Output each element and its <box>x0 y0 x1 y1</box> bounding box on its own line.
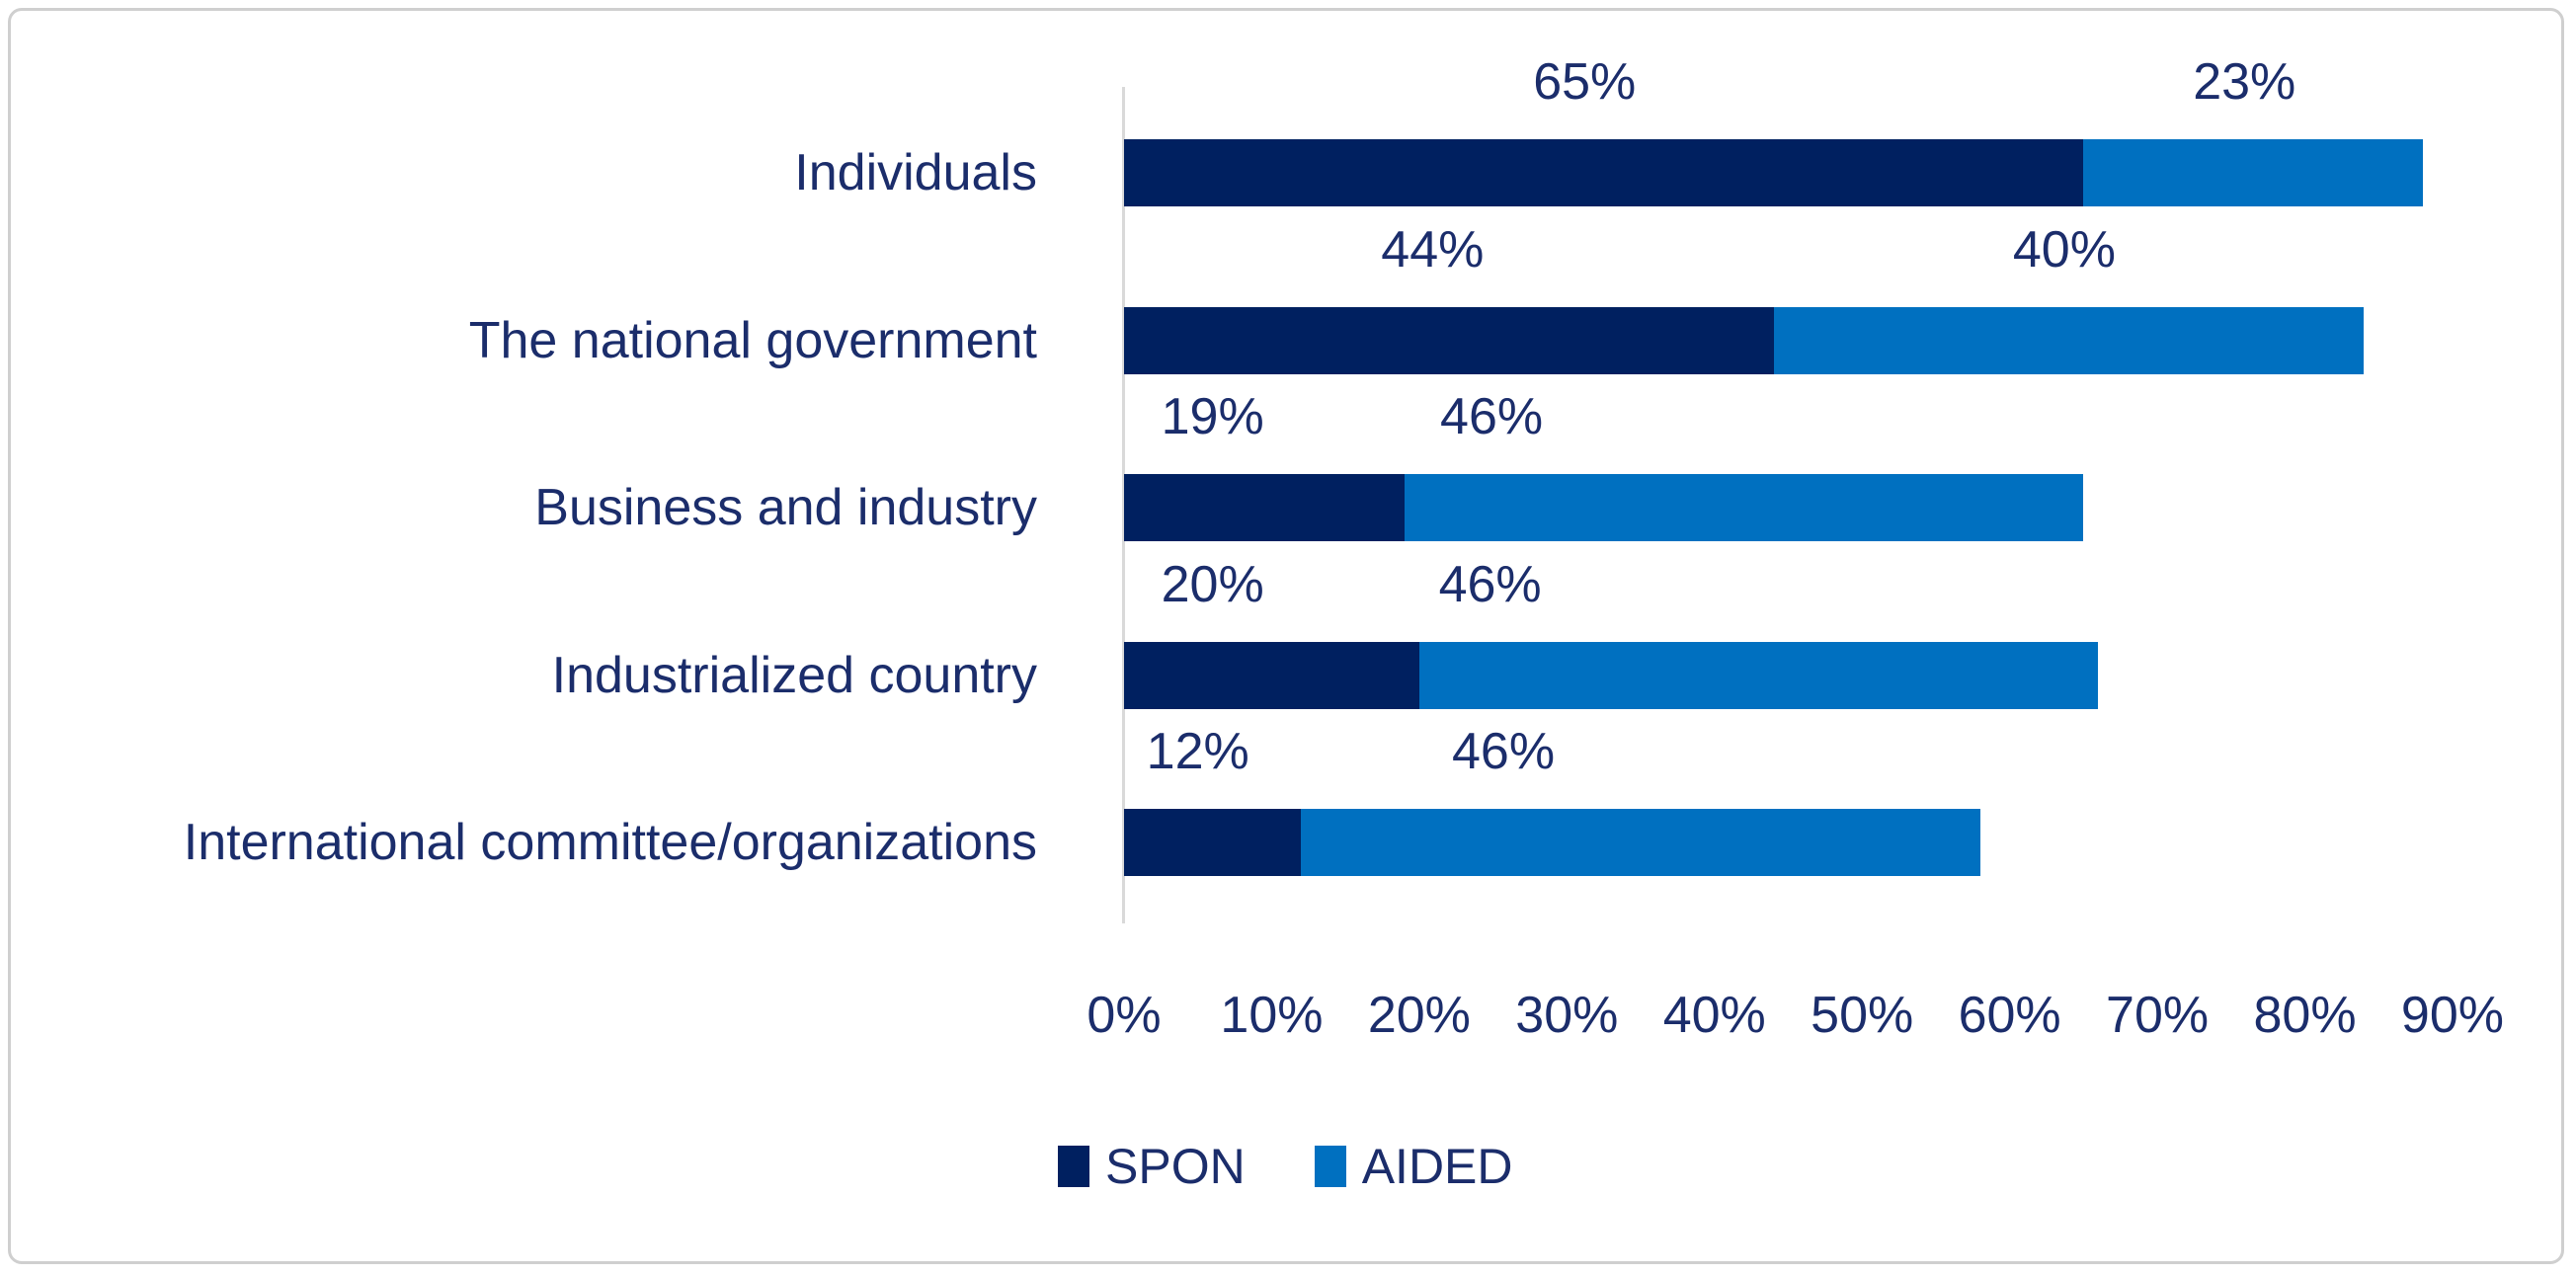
x-tick-label: 90% <box>2400 987 2504 1044</box>
category-label: Individuals <box>794 144 1037 201</box>
legend-swatch-icon <box>1314 1146 1346 1187</box>
data-label-spon: 44% <box>1381 220 1485 279</box>
bar-segment-aided <box>1773 306 2365 374</box>
x-tick-label: 30% <box>1515 987 1619 1044</box>
data-label-spon: 65% <box>1533 53 1637 111</box>
legend-item-spon: SPON <box>1058 1139 1246 1194</box>
legend-item-aided: AIDED <box>1314 1139 1513 1194</box>
legend-swatch-icon <box>1058 1146 1089 1187</box>
data-label-spon: 12% <box>1146 723 1249 780</box>
bar-segment-aided <box>1301 809 1980 876</box>
legend: SPON AIDED <box>1058 1139 1513 1194</box>
bar-segment-spon <box>1124 809 1302 876</box>
x-tick-label: 0% <box>1087 987 1162 1044</box>
data-label-aided: 23% <box>2193 53 2296 111</box>
data-label-aided: 40% <box>2012 220 2116 279</box>
category-label: The national government <box>468 311 1037 369</box>
category-label: Industrialized country <box>551 646 1037 704</box>
x-tick-label: 70% <box>2106 987 2210 1044</box>
x-tick-label: 80% <box>2253 987 2357 1044</box>
x-tick-label: 50% <box>1811 987 1914 1044</box>
chart-frame: Individuals The national government Busine… <box>8 8 2564 1264</box>
bar-segment-aided <box>2083 139 2424 206</box>
data-label-spon: 20% <box>1161 555 1264 613</box>
bar-segment-spon <box>1124 139 2084 206</box>
x-tick-label: 40% <box>1662 987 1766 1044</box>
bar-segment-aided <box>1418 641 2099 709</box>
bar-segment-aided <box>1404 474 2084 541</box>
x-tick-label: 60% <box>1958 987 2061 1044</box>
bar-segment-spon <box>1124 474 1405 541</box>
category-label: Business and industry <box>534 479 1037 536</box>
x-tick-label: 20% <box>1367 987 1471 1044</box>
legend-label: AIDED <box>1361 1139 1513 1194</box>
bar-segment-spon <box>1124 306 1774 374</box>
data-label-spon: 19% <box>1161 388 1264 445</box>
bar-segment-spon <box>1124 641 1419 709</box>
category-label: International committee/organizations <box>183 814 1037 871</box>
data-label-aided: 46% <box>1440 388 1544 445</box>
data-label-aided: 46% <box>1438 555 1542 613</box>
plot-area: Individuals The national government Busine… <box>11 11 2561 1261</box>
x-tick-label: 10% <box>1220 987 1324 1044</box>
data-label-aided: 46% <box>1452 723 1556 780</box>
y-axis-line <box>1122 87 1125 923</box>
legend-label: SPON <box>1105 1139 1246 1194</box>
